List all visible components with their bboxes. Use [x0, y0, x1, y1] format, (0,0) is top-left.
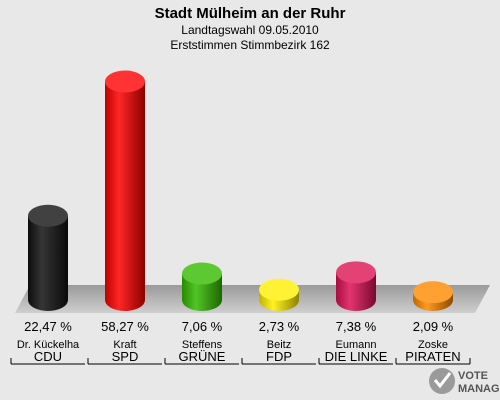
candidate-label-spd: Kraft	[113, 339, 136, 351]
chart-subtitle-date: Landtagswahl 09.05.2010	[181, 23, 319, 37]
bars-group	[28, 70, 453, 311]
value-labels-group: 22,47 % 58,27 % 7,06 % 2,73 % 7,38 % 2,09 %	[24, 319, 454, 334]
party-label-die-linke: DIE LINKE	[325, 349, 388, 364]
value-label-gr-ne: 7,06 %	[182, 319, 223, 334]
candidate-label-fdp: Beitz	[267, 339, 291, 351]
party-label-gr-ne: GRÜNE	[179, 349, 226, 364]
value-label-spd: 58,27 %	[101, 319, 149, 334]
value-label-cdu: 22,47 %	[24, 319, 72, 334]
bar-gr-ne	[182, 262, 222, 311]
bar-spd	[105, 70, 145, 311]
value-label-piraten: 2,09 %	[413, 319, 454, 334]
bar-fdp	[259, 278, 299, 311]
candidate-label-gr-ne: Steffens	[182, 339, 223, 351]
party-label-piraten: PIRATEN	[405, 349, 460, 364]
chart-subtitle-district: Erststimmen Stimmbezirk 162	[170, 38, 330, 52]
chart-title: Stadt Mülheim an der Ruhr	[155, 5, 346, 22]
party-label-cdu: CDU	[34, 349, 62, 364]
logo-text-manager: MANAGER	[458, 383, 500, 395]
candidate-label-die-linke: Eumann	[336, 339, 377, 351]
bar-die-linke	[336, 261, 376, 311]
candidate-label-cdu: Dr. Kückelha	[17, 339, 80, 351]
candidate-labels-group: Dr. Kückelha Kraft Steffens Beitz Eumann Zosk…	[17, 339, 448, 351]
logo-text-vote: VOTE	[458, 370, 488, 382]
party-label-fdp: FDP	[266, 349, 292, 364]
party-labels-group: CDU SPD GRÜNE FDP DIE LINKE PIRATEN	[10, 349, 471, 365]
value-label-die-linke: 7,38 %	[336, 319, 377, 334]
value-label-fdp: 2,73 %	[259, 319, 300, 334]
votemanager-logo: VOTE MANAGER	[429, 368, 500, 395]
candidate-label-piraten: Zoske	[418, 339, 448, 351]
bar-piraten	[413, 281, 453, 311]
party-label-spd: SPD	[112, 349, 139, 364]
bar-cdu	[28, 204, 68, 311]
